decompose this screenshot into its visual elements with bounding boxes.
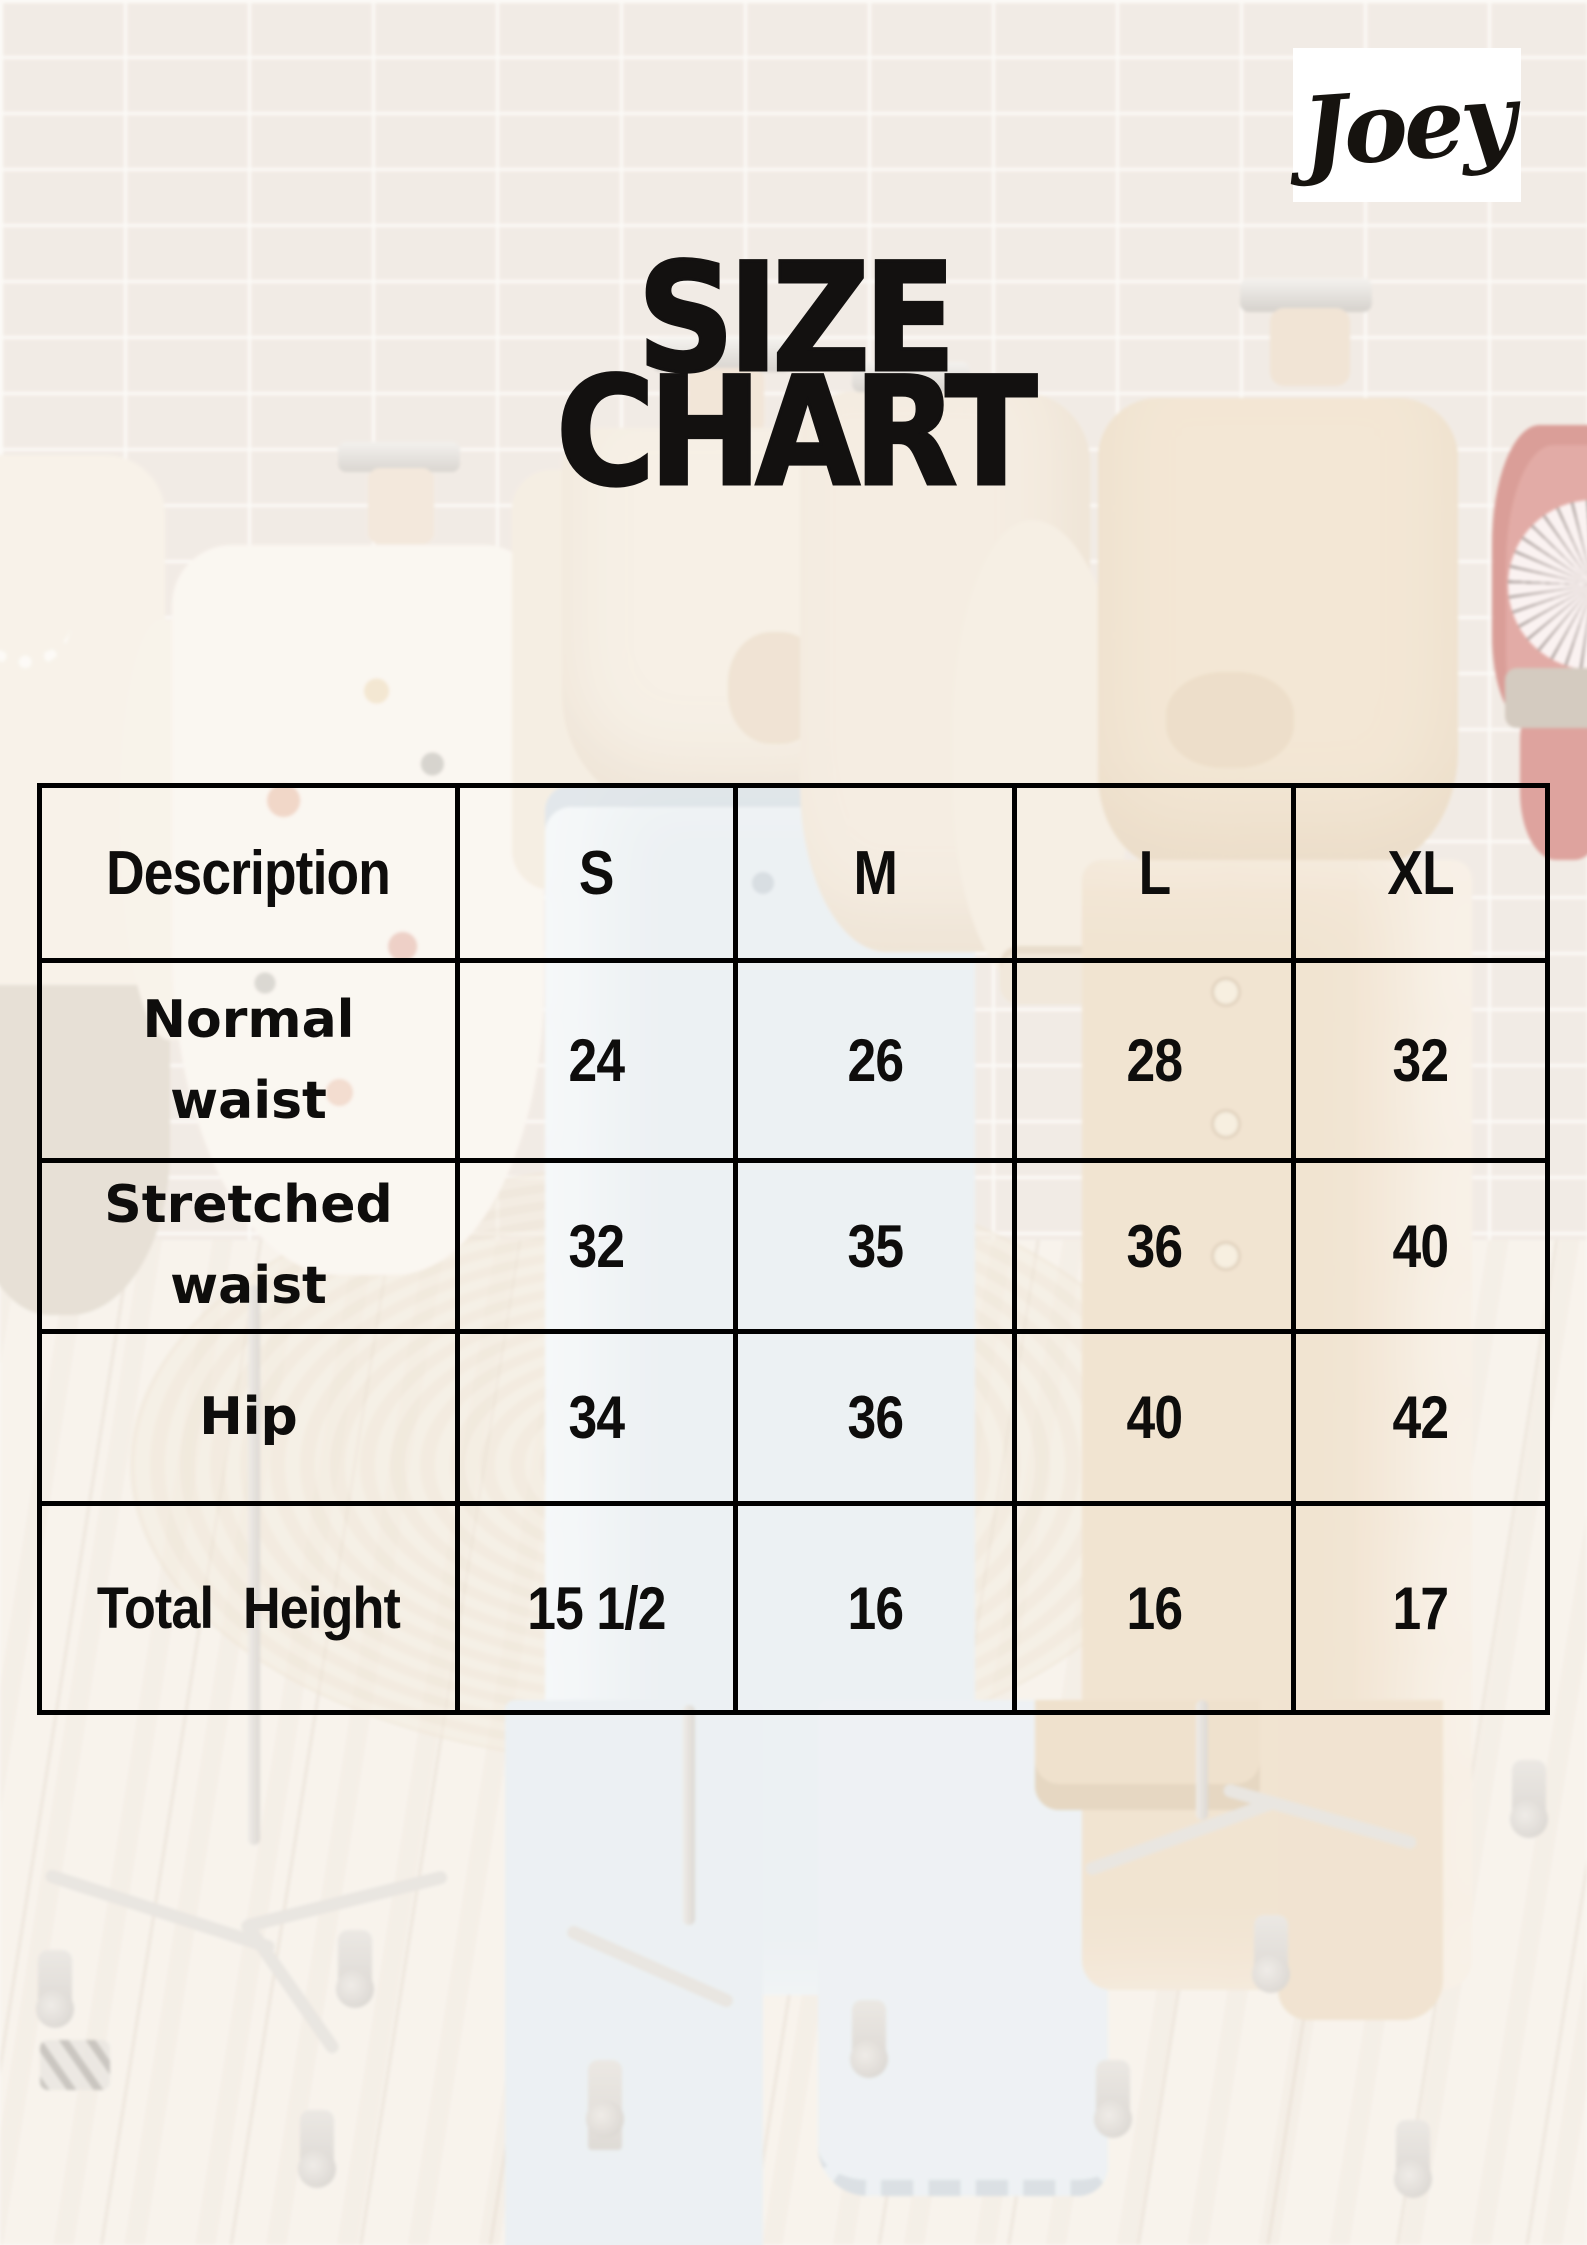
caster-wheel [36, 1950, 74, 2028]
value-cell: 26 [733, 958, 1017, 1163]
table-row-stretched-waist: Stretched waist 32 35 36 40 [37, 1158, 1550, 1334]
row-label: Total Height [37, 1501, 460, 1715]
column-header-xl: XL [1291, 783, 1550, 963]
value-cell: 32 [1291, 958, 1550, 1163]
column-header-l: L [1012, 783, 1296, 963]
value-cell: 16 [733, 1501, 1017, 1715]
mannequin-3-neck-cap [652, 338, 792, 372]
caster-wheel [1094, 2060, 1132, 2138]
table-row-hip: Hip 34 36 40 42 [37, 1329, 1550, 1506]
caster-wheel [1510, 1760, 1548, 1838]
row-label: Normal waist [37, 958, 460, 1163]
value-cell: 40 [1012, 1329, 1296, 1506]
value-cell: 36 [733, 1329, 1017, 1506]
value-cell: 32 [455, 1158, 738, 1334]
value-cell: 42 [1291, 1329, 1550, 1506]
column-header-m: M [733, 783, 1017, 963]
table-row-normal-waist: Normal waist 24 26 28 32 [37, 958, 1550, 1163]
value-cell: 16 [1012, 1501, 1296, 1715]
value-cell: 35 [733, 1158, 1017, 1334]
stand-pole [683, 1705, 695, 1925]
mannequin-4-neck-cap [852, 362, 970, 392]
mannequin-2-neck [368, 468, 434, 544]
mannequin-3-neck [688, 368, 764, 434]
stand-pole [1196, 1700, 1208, 1820]
mannequin-2-neck-cap [338, 442, 460, 472]
value-cell: 40 [1291, 1158, 1550, 1334]
value-cell: 28 [1012, 958, 1296, 1163]
taupe-waist-band [1505, 668, 1587, 728]
page-title: SIZE CHART [0, 232, 1587, 520]
brand-logo: Joey [1293, 48, 1521, 202]
header-row: Description S M L XL [37, 783, 1550, 963]
caster-wheel [1252, 1915, 1290, 1993]
value-cell: 34 [455, 1329, 738, 1506]
caster-wheel [586, 2060, 624, 2150]
mannequin-5-front-knot [1166, 672, 1294, 768]
caster-wheel [336, 1930, 374, 2008]
value-cell: 17 [1291, 1501, 1550, 1715]
jeans-leg-left [505, 1700, 763, 2245]
column-header-description: Description [37, 783, 460, 963]
title-line-1: SIZE [636, 232, 957, 406]
title-line-2: CHART [555, 346, 1039, 520]
value-cell: 24 [455, 958, 738, 1163]
caster-wheel [298, 2110, 336, 2188]
mannequin-5-neck-cap [1240, 278, 1372, 312]
row-label: Stretched waist [37, 1158, 460, 1334]
caster-wheel [1394, 2120, 1432, 2198]
brand-logo-text: Joey [1298, 61, 1516, 189]
size-chart-table: Description S M L XL Normal waist 24 26 … [37, 783, 1550, 1715]
table-row-total-height: Total Height 15 1/2 16 16 17 [37, 1501, 1550, 1715]
row-label: Hip [37, 1329, 460, 1506]
caster-wheel [850, 2000, 888, 2078]
value-cell: 36 [1012, 1158, 1296, 1334]
column-header-s: S [455, 783, 738, 963]
stand-foot-pedal [40, 2040, 110, 2090]
value-cell: 15 1/2 [455, 1501, 738, 1715]
tan-pant-hem-right [1278, 1700, 1443, 2020]
